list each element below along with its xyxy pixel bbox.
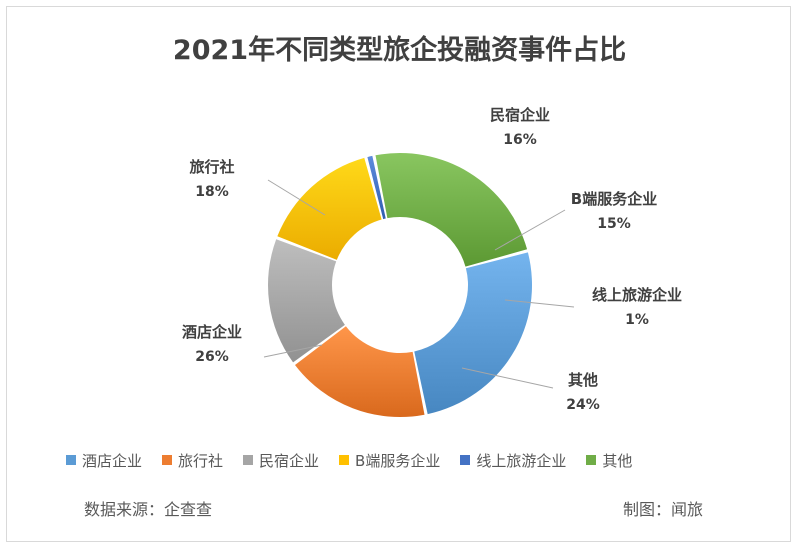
leader-line-旅行社 [267, 179, 326, 216]
legend-item-民宿企业: 民宿企业 [243, 450, 319, 471]
leader-line-酒店企业 [263, 344, 323, 358]
data-labels: 酒店企业 26% 旅行社 18% 民宿企业 16% B端服务企业 15% 线上旅游企业 1% 其他 2… [182, 106, 682, 413]
legend-swatch [460, 455, 471, 465]
chart-title: 2021年不同类型旅企投融资事件占比 [172, 35, 627, 66]
source-note: 数据来源：企查查 [84, 500, 213, 519]
credit-note: 制图：闻旅 [622, 500, 703, 519]
legend-swatch [162, 455, 173, 465]
slice-线上旅游企业 [367, 155, 386, 220]
label-category-2: 民宿企业 [490, 106, 550, 124]
slice-酒店企业 [414, 252, 532, 415]
legend-label: 酒店企业 [82, 451, 143, 470]
legend-label: 其他 [602, 451, 633, 470]
label-value-0: 26% [195, 349, 229, 365]
legend-item-旅行社: 旅行社 [162, 450, 223, 471]
label-category-3: B端服务企业 [571, 190, 657, 208]
legend-item-线上旅游企业: 线上旅游企业 [460, 450, 566, 471]
donut-slices [268, 152, 532, 418]
leader-line-B端服务企业 [494, 209, 566, 251]
legend-swatch [243, 455, 254, 465]
legend-label: 民宿企业 [259, 451, 320, 470]
label-value-4: 1% [625, 312, 649, 328]
label-value-5: 24% [566, 397, 600, 413]
label-value-2: 16% [503, 132, 537, 148]
legend-swatch [339, 455, 350, 465]
leader-lines [263, 179, 575, 389]
legend-item-其他: 其他 [586, 450, 632, 471]
chart-frame [6, 6, 791, 542]
legend-item-酒店企业: 酒店企业 [66, 450, 142, 471]
legend-label: 旅行社 [178, 451, 224, 470]
leader-line-线上旅游企业 [504, 299, 575, 308]
slice-旅行社 [294, 326, 425, 418]
legend-swatch [66, 455, 76, 465]
legend-item-B端服务企业: B端服务企业 [339, 450, 440, 471]
label-category-0: 酒店企业 [182, 323, 242, 341]
label-category-4: 线上旅游企业 [592, 286, 682, 304]
label-value-3: 15% [597, 216, 631, 232]
legend-label: B端服务企业 [355, 451, 441, 470]
chart-legend: 酒店企业 旅行社 民宿企业 B端服务企业 线上旅游企业 其他 [66, 448, 766, 472]
legend-label: 线上旅游企业 [476, 451, 567, 470]
slice-其他 [375, 152, 528, 267]
slice-民宿企业 [268, 239, 345, 363]
legend-swatch [586, 455, 597, 465]
leader-line-其他 [461, 367, 554, 389]
label-category-1: 旅行社 [189, 158, 234, 176]
label-category-5: 其他 [568, 371, 598, 389]
label-value-1: 18% [195, 184, 229, 200]
slice-B端服务企业 [277, 157, 382, 260]
